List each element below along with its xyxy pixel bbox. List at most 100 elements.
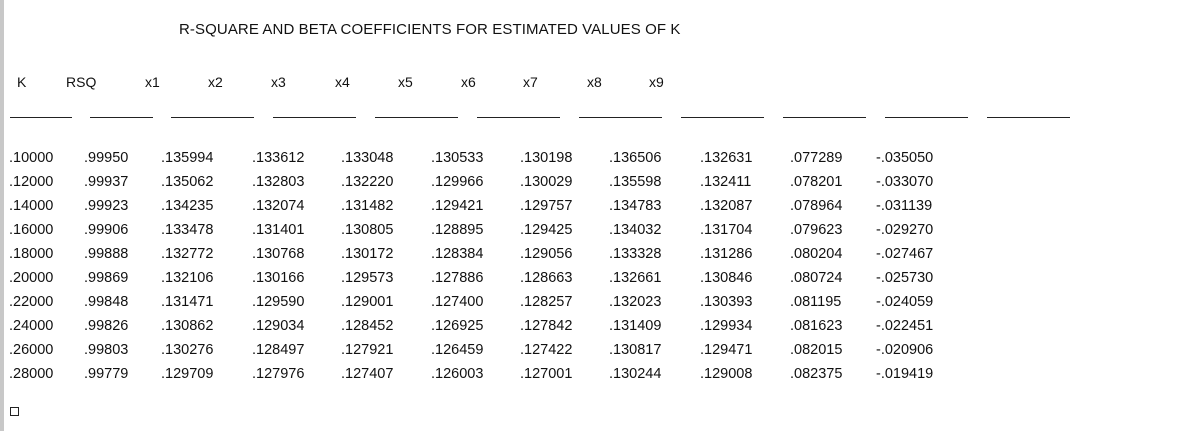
cell-rsq: .99848 bbox=[84, 294, 129, 310]
cell-x2: .130768 bbox=[252, 246, 305, 262]
cell-x2: .131401 bbox=[252, 222, 305, 238]
cell-x3: .131482 bbox=[341, 198, 394, 214]
cell-x5: .127001 bbox=[520, 366, 573, 382]
cell-x7: .131704 bbox=[700, 222, 753, 238]
table-row: .24000 .99826 .130862 .129034 .128452 .1… bbox=[0, 318, 1200, 339]
cell-rsq: .99923 bbox=[84, 198, 129, 214]
cell-x8: .082015 bbox=[790, 342, 843, 358]
cell-k: .24000 bbox=[9, 318, 54, 334]
cell-x2: .128497 bbox=[252, 342, 305, 358]
column-header-x5: x5 bbox=[398, 74, 413, 90]
left-border bbox=[0, 0, 4, 431]
cell-k: .14000 bbox=[9, 198, 54, 214]
cell-x6: .135598 bbox=[609, 174, 662, 190]
cell-x7: .132411 bbox=[700, 174, 752, 190]
cell-x4: .126003 bbox=[431, 366, 484, 382]
cell-x1: .133478 bbox=[161, 222, 214, 238]
cell-x8: .080724 bbox=[790, 270, 843, 286]
cell-rsq: .99779 bbox=[84, 366, 129, 382]
cell-x4: .130533 bbox=[431, 150, 484, 166]
cell-rsq: .99803 bbox=[84, 342, 129, 358]
cell-x2: .129034 bbox=[252, 318, 305, 334]
cell-x5: .129056 bbox=[520, 246, 573, 262]
cell-x9: -.020906 bbox=[876, 342, 934, 358]
cell-rsq: .99937 bbox=[84, 174, 129, 190]
cell-x7: .132631 bbox=[700, 150, 753, 166]
table-row: .14000 .99923 .134235 .132074 .131482 .1… bbox=[0, 198, 1200, 219]
cell-x9: -.033070 bbox=[876, 174, 934, 190]
cell-x2: .132803 bbox=[252, 174, 305, 190]
cell-x5: .130029 bbox=[520, 174, 573, 190]
cell-k: .26000 bbox=[9, 342, 54, 358]
page-title: R-SQUARE AND BETA COEFFICIENTS FOR ESTIM… bbox=[179, 21, 681, 38]
table-row: .22000 .99848 .131471 .129590 .129001 .1… bbox=[0, 294, 1200, 315]
cell-x6: .132661 bbox=[609, 270, 662, 286]
column-header-x1: x1 bbox=[145, 74, 160, 90]
cell-x1: .129709 bbox=[161, 366, 214, 382]
header-underline bbox=[10, 117, 72, 118]
column-header-rsq: RSQ bbox=[66, 74, 97, 90]
cell-x5: .127422 bbox=[520, 342, 573, 358]
cell-x4: .129421 bbox=[431, 198, 484, 214]
cell-rsq: .99950 bbox=[84, 150, 129, 166]
cell-x3: .127921 bbox=[341, 342, 394, 358]
cell-x7: .132087 bbox=[700, 198, 753, 214]
cell-x3: .129573 bbox=[341, 270, 394, 286]
cell-x9: -.024059 bbox=[876, 294, 934, 310]
cell-x4: .127400 bbox=[431, 294, 484, 310]
cell-k: .10000 bbox=[9, 150, 54, 166]
header-underline bbox=[783, 117, 866, 118]
cell-x2: .132074 bbox=[252, 198, 305, 214]
cell-rsq: .99869 bbox=[84, 270, 129, 286]
cell-x7: .129934 bbox=[700, 318, 753, 334]
cell-x9: -.029270 bbox=[876, 222, 934, 238]
column-header-x9: x9 bbox=[649, 74, 664, 90]
header-underline bbox=[375, 117, 458, 118]
cell-x1: .130862 bbox=[161, 318, 214, 334]
column-header-x7: x7 bbox=[523, 74, 538, 90]
cell-x8: .077289 bbox=[790, 150, 843, 166]
cell-k: .16000 bbox=[9, 222, 54, 238]
header-underline bbox=[681, 117, 764, 118]
checkbox-icon[interactable] bbox=[10, 407, 19, 416]
cell-x6: .130244 bbox=[609, 366, 662, 382]
cell-x3: .129001 bbox=[341, 294, 394, 310]
header-underline bbox=[477, 117, 560, 118]
cell-x1: .130276 bbox=[161, 342, 214, 358]
header-underline bbox=[987, 117, 1070, 118]
cell-x3: .132220 bbox=[341, 174, 394, 190]
cell-x1: .135994 bbox=[161, 150, 214, 166]
cell-x6: .134783 bbox=[609, 198, 662, 214]
cell-x3: .133048 bbox=[341, 150, 394, 166]
cell-x5: .129425 bbox=[520, 222, 573, 238]
cell-x8: .078964 bbox=[790, 198, 843, 214]
column-header-x8: x8 bbox=[587, 74, 602, 90]
cell-x6: .136506 bbox=[609, 150, 662, 166]
cell-k: .28000 bbox=[9, 366, 54, 382]
cell-x8: .079623 bbox=[790, 222, 843, 238]
header-underline bbox=[885, 117, 968, 118]
table-row: .10000 .99950 .135994 .133612 .133048 .1… bbox=[0, 150, 1200, 171]
cell-x2: .129590 bbox=[252, 294, 305, 310]
cell-x7: .129471 bbox=[700, 342, 753, 358]
table-row: .20000 .99869 .132106 .130166 .129573 .1… bbox=[0, 270, 1200, 291]
cell-x8: .081623 bbox=[790, 318, 843, 334]
cell-k: .12000 bbox=[9, 174, 54, 190]
cell-x8: .080204 bbox=[790, 246, 843, 262]
cell-rsq: .99826 bbox=[84, 318, 129, 334]
header-underline bbox=[90, 117, 153, 118]
cell-rsq: .99888 bbox=[84, 246, 129, 262]
cell-x7: .131286 bbox=[700, 246, 753, 262]
table-row: .28000 .99779 .129709 .127976 .127407 .1… bbox=[0, 366, 1200, 387]
column-header-x2: x2 bbox=[208, 74, 223, 90]
cell-x3: .130805 bbox=[341, 222, 394, 238]
cell-x9: -.019419 bbox=[876, 366, 934, 382]
cell-x1: .132106 bbox=[161, 270, 214, 286]
cell-k: .20000 bbox=[9, 270, 54, 286]
column-header-k: K bbox=[17, 74, 27, 90]
table-row: .18000 .99888 .132772 .130768 .130172 .1… bbox=[0, 246, 1200, 267]
cell-x9: -.022451 bbox=[876, 318, 934, 334]
cell-x2: .133612 bbox=[252, 150, 305, 166]
cell-x4: .126459 bbox=[431, 342, 484, 358]
cell-x5: .127842 bbox=[520, 318, 573, 334]
